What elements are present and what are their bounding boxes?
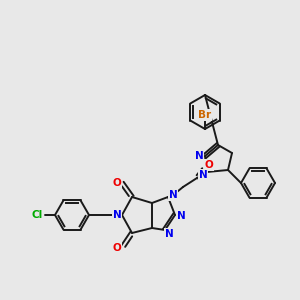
Text: N: N [199,170,207,180]
Text: N: N [169,190,177,200]
Text: O: O [112,178,122,188]
Text: O: O [112,243,122,253]
Text: O: O [205,160,213,170]
Text: N: N [177,211,185,221]
Text: Br: Br [198,110,212,120]
Text: Cl: Cl [32,210,43,220]
Text: N: N [165,229,173,239]
Text: N: N [112,210,122,220]
Text: N: N [195,151,203,161]
